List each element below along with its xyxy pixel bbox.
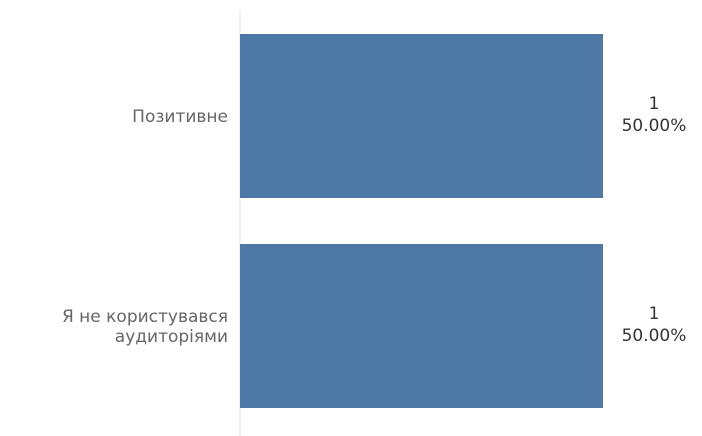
category-label: аудиторіями xyxy=(115,327,228,347)
data-labels-group: 150.00%150.00% xyxy=(622,94,687,346)
bar xyxy=(240,244,603,408)
bars-group xyxy=(240,34,603,408)
bar xyxy=(240,34,603,198)
percent-label: 50.00% xyxy=(622,116,687,136)
value-label: 1 xyxy=(649,94,660,114)
category-label: Я не користувався xyxy=(62,307,228,327)
value-label: 1 xyxy=(649,304,660,324)
percent-label: 50.00% xyxy=(622,326,687,346)
category-label: Позитивне xyxy=(132,107,228,127)
